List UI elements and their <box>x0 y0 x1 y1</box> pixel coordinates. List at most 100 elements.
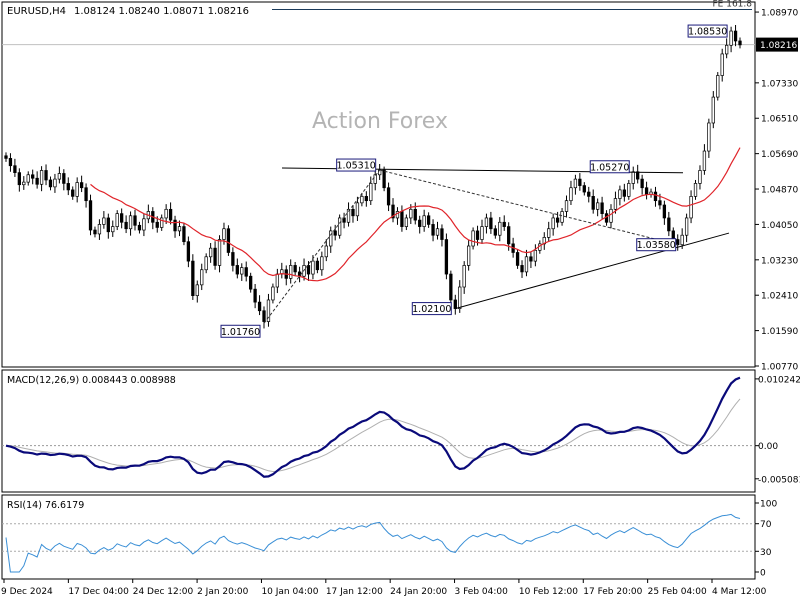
candle-body <box>226 228 231 253</box>
candle-body <box>733 30 738 42</box>
candle-body <box>587 191 591 197</box>
candle-body <box>53 178 57 188</box>
candle-body <box>160 217 164 228</box>
time-tick-label: 10 Jan 04:00 <box>261 587 318 597</box>
price-tick-label: 1.02410 <box>761 292 798 302</box>
candle-body <box>373 174 377 184</box>
candle-body <box>271 286 275 301</box>
macd-tick-label: -0.005081 <box>758 475 800 485</box>
time-tick-label: 24 Jan 20:00 <box>390 587 447 597</box>
candle-body <box>551 217 555 230</box>
candle-body <box>128 215 133 230</box>
candle-body <box>79 182 84 189</box>
candle-body <box>4 155 8 159</box>
price-tick-label: 1.04050 <box>761 221 798 231</box>
candle-body <box>613 198 618 210</box>
current-price-badge <box>756 37 798 52</box>
candle-body <box>631 171 635 184</box>
time-tick-label: 25 Feb 04:00 <box>648 587 707 597</box>
moving-average-line <box>90 147 741 282</box>
candle-body <box>409 208 413 219</box>
candle-body <box>418 219 422 227</box>
candle-body <box>382 169 386 189</box>
candle-body <box>31 174 35 179</box>
macd-tick-label: 0.00 <box>758 442 778 452</box>
price-tick-label: 1.01590 <box>761 327 798 337</box>
candle-body <box>120 213 124 223</box>
candle-body <box>186 241 191 262</box>
rsi-tick-label: 30 <box>760 548 772 558</box>
candle-body <box>244 267 248 277</box>
fib-label: FE 161.8 <box>713 0 753 9</box>
candle-body <box>191 260 195 296</box>
price-annotation-label: 1.05270 <box>590 162 629 173</box>
wave-connector <box>379 169 678 246</box>
candle-body <box>391 204 395 219</box>
candle-body <box>249 275 253 290</box>
candle-body <box>231 252 235 266</box>
candle-body <box>306 265 311 275</box>
candle-body <box>35 177 39 185</box>
rsi-line <box>5 513 741 573</box>
candle-body <box>266 299 271 322</box>
candle-body <box>173 219 177 232</box>
price-annotation-box <box>336 158 377 172</box>
candle-body <box>609 208 613 223</box>
candle-body <box>529 256 533 262</box>
candle-body <box>413 208 417 221</box>
time-tick-label: 17 Jan 12:00 <box>326 587 383 597</box>
candle-body <box>26 174 30 183</box>
candle-body <box>164 208 168 219</box>
time-tick-label: 10 Feb 12:00 <box>519 587 578 597</box>
candle-body <box>484 217 489 227</box>
candle-body <box>213 247 217 266</box>
candle-body <box>595 202 600 210</box>
candle-body <box>329 230 333 247</box>
candle-body <box>493 228 497 236</box>
macd-plot <box>2 376 755 478</box>
price-annotation-label: 1.01760 <box>221 327 260 338</box>
candle-body <box>667 217 671 232</box>
candle-body <box>578 178 582 186</box>
price-tick-label: 1.06510 <box>761 115 798 125</box>
price-annotation-label: 1.03580 <box>637 240 676 251</box>
candle-body <box>471 230 475 247</box>
price-plot: FE 161.8 1.08530 1.05310 1.05270 1.03580 1.02… <box>2 0 755 338</box>
candle-body <box>707 122 711 152</box>
candle-body <box>17 172 21 186</box>
candle-body <box>676 239 680 246</box>
candle-body <box>315 260 320 271</box>
time-tick-label: 2 Jan 20:00 <box>197 587 249 597</box>
rsi-plot <box>2 513 755 573</box>
candle-body <box>489 217 493 230</box>
candle-body <box>716 75 720 98</box>
price-annotation-label: 1.02100 <box>412 304 451 315</box>
candle-body <box>8 158 13 167</box>
candle-body <box>351 208 355 217</box>
candle-body <box>555 217 560 223</box>
candle-body <box>480 226 484 240</box>
candle-body <box>275 273 280 288</box>
price-tick-label: 1.08970 <box>761 9 798 19</box>
candle-body <box>515 252 520 266</box>
time-tick-label: 24 Dec 12:00 <box>133 587 194 597</box>
macd-line <box>5 376 741 478</box>
rsi-panel <box>1 494 756 580</box>
candle-body <box>725 44 729 55</box>
candle-body <box>662 204 667 219</box>
candle-body <box>97 224 102 235</box>
candle-body <box>386 187 391 206</box>
candle-body <box>311 260 315 275</box>
candle-body <box>293 265 297 273</box>
candle-body <box>458 286 462 309</box>
candle-body <box>133 215 137 226</box>
price-tick-label: 1.05690 <box>761 150 798 160</box>
candle-body <box>62 173 66 184</box>
candle-body <box>106 217 110 233</box>
candle-body <box>573 178 578 189</box>
candle-body <box>115 213 119 227</box>
candle-body <box>400 211 404 227</box>
price-annotation-label: 1.08530 <box>688 27 727 38</box>
candle-body <box>324 245 328 258</box>
candle-body <box>600 202 604 214</box>
